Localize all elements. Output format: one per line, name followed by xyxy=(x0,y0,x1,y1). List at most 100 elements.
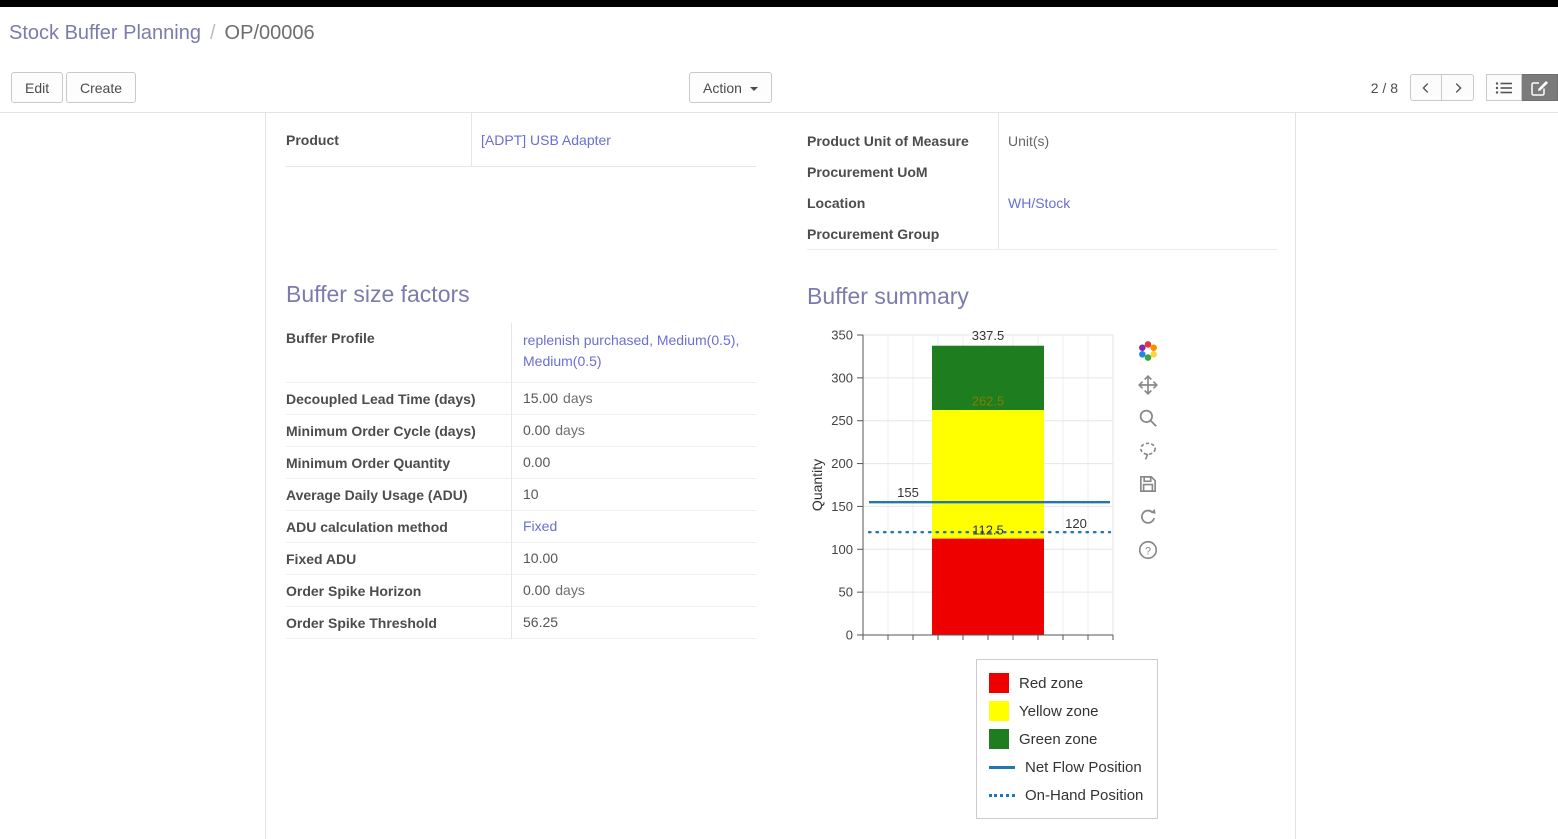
svg-text:100: 100 xyxy=(831,542,853,557)
yellow-zone-swatch xyxy=(989,701,1009,721)
field-label: Decoupled Lead Time (days) xyxy=(286,390,476,407)
help-icon[interactable]: ? xyxy=(1137,539,1159,561)
location-link[interactable]: WH/Stock xyxy=(1008,194,1071,211)
svg-text:112.5: 112.5 xyxy=(972,523,1004,538)
red-zone-swatch xyxy=(989,673,1009,693)
lasso-select-icon[interactable] xyxy=(1137,440,1159,462)
svg-text:262.5: 262.5 xyxy=(972,393,1005,408)
buffer-profile-link[interactable]: replenish purchased, Medium(0.5), Medium… xyxy=(523,332,740,369)
view-switcher xyxy=(1486,74,1558,101)
field-value: WH/Stock xyxy=(998,195,1277,211)
svg-text:0: 0 xyxy=(846,628,853,643)
field-row: Procurement Group xyxy=(807,218,1277,249)
pager-next-button[interactable] xyxy=(1442,74,1474,101)
unit-label: days xyxy=(563,390,593,406)
svg-text:250: 250 xyxy=(831,413,853,428)
field-label: Procurement UoM xyxy=(807,163,928,180)
field-value: 0.00 days xyxy=(523,582,585,598)
list-icon xyxy=(1495,81,1512,94)
svg-text:337.5: 337.5 xyxy=(972,328,1005,343)
breadcrumb-current: OP/00006 xyxy=(224,22,315,44)
field-row: Buffer Profile replenish purchased, Medi… xyxy=(286,323,756,383)
create-button[interactable]: Create xyxy=(66,72,137,103)
field-label: Location xyxy=(807,194,866,211)
field-row: ADU calculation method Fixed xyxy=(286,511,756,543)
on-hand-line-swatch xyxy=(989,793,1015,797)
field-row: Order Spike Horizon 0.00 days xyxy=(286,575,756,607)
field-label: ADU calculation method xyxy=(286,518,448,535)
chart-legend: Red zone Yellow zone Green zone Net Flow… xyxy=(976,659,1158,819)
form-sheet: Product [ADPT] USB Adapter Product Unit … xyxy=(265,113,1296,839)
field-value: replenish purchased, Medium(0.5), Medium… xyxy=(511,323,756,372)
legend-item-net-flow[interactable]: Net Flow Position xyxy=(989,753,1157,781)
breadcrumb-parent-link[interactable]: Stock Buffer Planning xyxy=(9,22,201,44)
save-image-icon[interactable] xyxy=(1137,473,1159,495)
breadcrumb: Stock Buffer Planning / OP/00006 xyxy=(0,7,1558,62)
svg-text:150: 150 xyxy=(831,499,853,514)
field-value: 0.00 days xyxy=(523,422,585,438)
green-zone-swatch xyxy=(989,729,1009,749)
svg-text:50: 50 xyxy=(839,585,853,600)
svg-text:300: 300 xyxy=(831,370,853,385)
legend-item-red-zone[interactable]: Red zone xyxy=(989,669,1157,697)
field-value: 15.00 days xyxy=(523,390,593,406)
field-label: Order Spike Horizon xyxy=(286,582,422,599)
zoom-icon[interactable] xyxy=(1137,407,1159,429)
field-row: Location WH/Stock xyxy=(807,187,1277,218)
field-row: Fixed ADU 10.00 xyxy=(286,543,756,575)
field-row: Decoupled Lead Time (days) 15.00 days xyxy=(286,383,756,415)
field-value: Unit(s) xyxy=(1008,132,1050,149)
field-row: Average Daily Usage (ADU) 10 xyxy=(286,479,756,511)
legend-item-green-zone[interactable]: Green zone xyxy=(989,725,1157,753)
svg-text:350: 350 xyxy=(831,328,853,343)
svg-text:200: 200 xyxy=(831,456,853,471)
legend-item-yellow-zone[interactable]: Yellow zone xyxy=(989,697,1157,725)
field-label: Fixed ADU xyxy=(286,550,357,567)
top-menu-bar xyxy=(0,0,1558,7)
unit-label: days xyxy=(555,422,585,438)
field-value: 10 xyxy=(523,486,539,502)
field-row: Minimum Order Cycle (days) 0.00 days xyxy=(286,415,756,447)
net-flow-line-swatch xyxy=(989,765,1015,769)
reset-axes-icon[interactable] xyxy=(1137,506,1159,528)
adu-method-link[interactable]: Fixed xyxy=(523,518,558,534)
action-dropdown-label: Action xyxy=(703,79,742,96)
svg-text:120: 120 xyxy=(1065,516,1087,531)
action-dropdown-button[interactable]: Action xyxy=(689,72,772,103)
form-view-button[interactable] xyxy=(1522,74,1558,101)
field-row: Product Unit of Measure Unit(s) xyxy=(807,125,1277,156)
field-value: Fixed xyxy=(511,516,756,537)
buffer-size-factors-table: Buffer Profile replenish purchased, Medi… xyxy=(286,323,756,639)
pager-nav xyxy=(1410,74,1474,101)
field-value: 10.00 xyxy=(523,550,559,566)
list-view-button[interactable] xyxy=(1486,74,1522,101)
buffer-summary-chart[interactable]: 0 50 100 150 200 250 300 350 Quantity 337.5 262.5 1… xyxy=(808,325,1130,662)
edit-button[interactable]: Edit xyxy=(11,72,64,103)
legend-item-on-hand[interactable]: On-Hand Position xyxy=(989,781,1157,809)
chevron-left-icon xyxy=(1422,82,1429,93)
buffer-size-factors-title: Buffer size factors xyxy=(286,281,470,307)
field-label: Order Spike Threshold xyxy=(286,614,437,631)
field-label: Buffer Profile xyxy=(286,330,375,346)
svg-text:155: 155 xyxy=(897,485,919,500)
pager-previous-button[interactable] xyxy=(1410,74,1442,101)
field-row: Procurement UoM xyxy=(807,156,1277,187)
product-link[interactable]: [ADPT] USB Adapter xyxy=(481,131,611,148)
buffer-summary-title: Buffer summary xyxy=(807,283,969,309)
field-row: Minimum Order Quantity 0.00 xyxy=(286,447,756,479)
caret-down-icon xyxy=(749,86,758,91)
chart-modebar: ? xyxy=(1134,339,1162,572)
chevron-right-icon xyxy=(1455,82,1462,93)
field-row: Order Spike Threshold 56.25 xyxy=(286,607,756,639)
product-field-group: Product [ADPT] USB Adapter xyxy=(286,113,756,167)
procurement-field-group: Product Unit of Measure Unit(s) Procurem… xyxy=(807,113,1277,250)
form-edit-icon xyxy=(1530,80,1548,96)
field-label: Minimum Order Quantity xyxy=(286,454,451,471)
control-panel: Edit Create Action 2 / 8 xyxy=(0,62,1558,113)
pan-icon[interactable] xyxy=(1137,374,1159,396)
product-field-label: Product xyxy=(286,131,339,148)
field-label: Product Unit of Measure xyxy=(807,132,969,149)
plotly-logo-icon[interactable] xyxy=(1136,339,1160,363)
pager-counter: 2 / 8 xyxy=(1370,80,1398,96)
svg-text:Quantity: Quantity xyxy=(809,459,825,511)
